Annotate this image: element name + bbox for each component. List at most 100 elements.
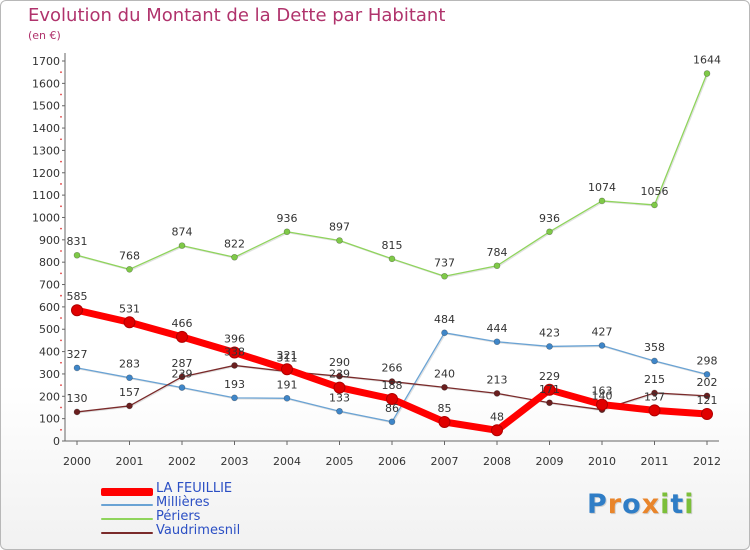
data-point-periers — [441, 272, 448, 280]
data-label-periers: 936 — [277, 212, 298, 225]
y-tick-label: 900 — [39, 234, 60, 247]
x-tick-label: 2006 — [378, 455, 406, 468]
data-point-periers — [336, 237, 343, 244]
legend-label: Vaudrimesnil — [156, 523, 241, 538]
data-point-la-feuillie — [123, 316, 136, 329]
data-point-vaudrimesnil — [73, 408, 81, 416]
y-minor-tick — [60, 428, 62, 431]
y-tick-label: 1600 — [32, 77, 60, 90]
logo-letter: i — [660, 489, 671, 520]
data-label-la-feuillie: 137 — [644, 390, 665, 403]
y-tick-label: 1000 — [32, 211, 60, 224]
y-minor-tick — [60, 138, 62, 141]
x-tick-label: 2001 — [116, 455, 144, 468]
y-minor-tick — [60, 361, 62, 364]
data-label-vaudrimesnil: 130 — [67, 392, 88, 405]
data-label-vaudrimesnil: 157 — [119, 386, 140, 399]
data-label-la-feuillie: 396 — [224, 332, 245, 345]
data-label-periers: 897 — [329, 220, 350, 233]
data-label-periers: 1644 — [693, 54, 721, 67]
y-tick-label: 400 — [39, 346, 60, 359]
y-minor-tick — [60, 93, 62, 96]
y-tick-label: 100 — [39, 413, 60, 426]
data-point-millieres — [178, 384, 186, 391]
legend-label: LA FEUILLIE — [156, 481, 233, 496]
y-minor-tick — [60, 71, 62, 74]
data-label-la-feuillie: 48 — [490, 410, 504, 423]
data-point-vaudrimesnil — [441, 384, 448, 391]
logo-letter: r — [607, 489, 623, 520]
data-label-vaudrimesnil: 213 — [487, 373, 508, 386]
data-label-vaudrimesnil: 338 — [224, 345, 245, 358]
data-point-periers — [493, 262, 501, 270]
data-point-periers — [178, 242, 186, 249]
data-label-vaudrimesnil: 202 — [697, 376, 718, 389]
data-point-la-feuillie — [701, 407, 713, 420]
logo-letter: x — [641, 489, 661, 520]
data-label-millieres: 484 — [434, 313, 455, 326]
data-label-millieres: 283 — [119, 358, 140, 371]
data-label-la-feuillie: 321 — [277, 349, 298, 362]
data-point-vaudrimesnil — [178, 373, 186, 381]
y-tick-label: 600 — [39, 301, 60, 314]
y-tick-label: 0 — [53, 435, 60, 448]
data-point-la-feuillie — [228, 346, 241, 359]
data-point-la-feuillie — [596, 398, 608, 411]
data-label-millieres: 327 — [67, 348, 88, 361]
data-point-millieres — [388, 418, 396, 426]
data-label-la-feuillie: 121 — [697, 394, 718, 407]
x-tick-label: 2007 — [431, 455, 459, 468]
data-label-la-feuillie: 188 — [382, 379, 403, 392]
unit-label: (en €) — [28, 29, 61, 42]
data-point-periers — [73, 251, 81, 259]
data-point-periers — [598, 197, 606, 205]
data-point-vaudrimesnil — [493, 390, 501, 397]
data-label-vaudrimesnil: 290 — [329, 356, 350, 369]
y-minor-tick — [60, 183, 62, 185]
x-tick-label: 2000 — [63, 455, 91, 468]
y-tick-label: 700 — [39, 279, 60, 292]
y-tick-label: 1400 — [32, 122, 60, 135]
data-label-millieres: 191 — [277, 378, 298, 391]
x-tick-label: 2010 — [588, 455, 616, 468]
x-tick-label: 2011 — [641, 455, 669, 468]
data-point-millieres — [703, 371, 711, 378]
data-label-vaudrimesnil: 287 — [172, 357, 193, 370]
data-point-periers — [703, 70, 711, 77]
data-label-periers: 874 — [172, 226, 193, 239]
x-tick-label: 2008 — [483, 455, 511, 468]
data-point-la-feuillie — [543, 383, 556, 396]
data-point-vaudrimesnil — [546, 399, 553, 407]
data-label-millieres: 133 — [329, 391, 350, 404]
x-tick-label: 2009 — [536, 455, 564, 468]
y-minor-tick — [60, 294, 62, 297]
data-point-periers — [283, 228, 291, 236]
series-layer — [71, 70, 713, 437]
data-point-vaudrimesnil — [231, 362, 238, 369]
legend-swatch — [101, 504, 153, 506]
legend-label: Millières — [156, 495, 210, 510]
data-label-periers: 784 — [487, 246, 508, 259]
data-labels-layer: 831 768 874 822 936 897 815 737 784 936 1074 1056 16… — [67, 54, 722, 424]
data-point-millieres — [651, 357, 658, 365]
data-label-millieres: 423 — [539, 326, 560, 339]
data-point-periers — [388, 255, 396, 263]
data-label-millieres: 358 — [644, 341, 665, 354]
logo-letter: t — [670, 489, 685, 520]
data-label-periers: 768 — [119, 249, 140, 262]
y-minor-tick — [60, 205, 62, 208]
y-minor-tick — [60, 317, 62, 319]
data-point-millieres — [441, 329, 448, 337]
x-tick-label: 2012 — [693, 455, 721, 468]
y-tick-label: 1100 — [32, 189, 60, 202]
data-label-millieres: 298 — [697, 354, 718, 367]
data-point-periers — [651, 201, 658, 209]
data-point-vaudrimesnil — [126, 402, 133, 410]
data-point-la-feuillie — [386, 392, 398, 405]
chart-title: Evolution du Montant de la Dette par Hab… — [28, 5, 446, 26]
data-label-vaudrimesnil: 140 — [592, 390, 613, 403]
data-label-vaudrimesnil: 215 — [644, 373, 665, 386]
data-point-la-feuillie — [491, 424, 503, 437]
data-label-la-feuillie: 85 — [438, 402, 452, 415]
